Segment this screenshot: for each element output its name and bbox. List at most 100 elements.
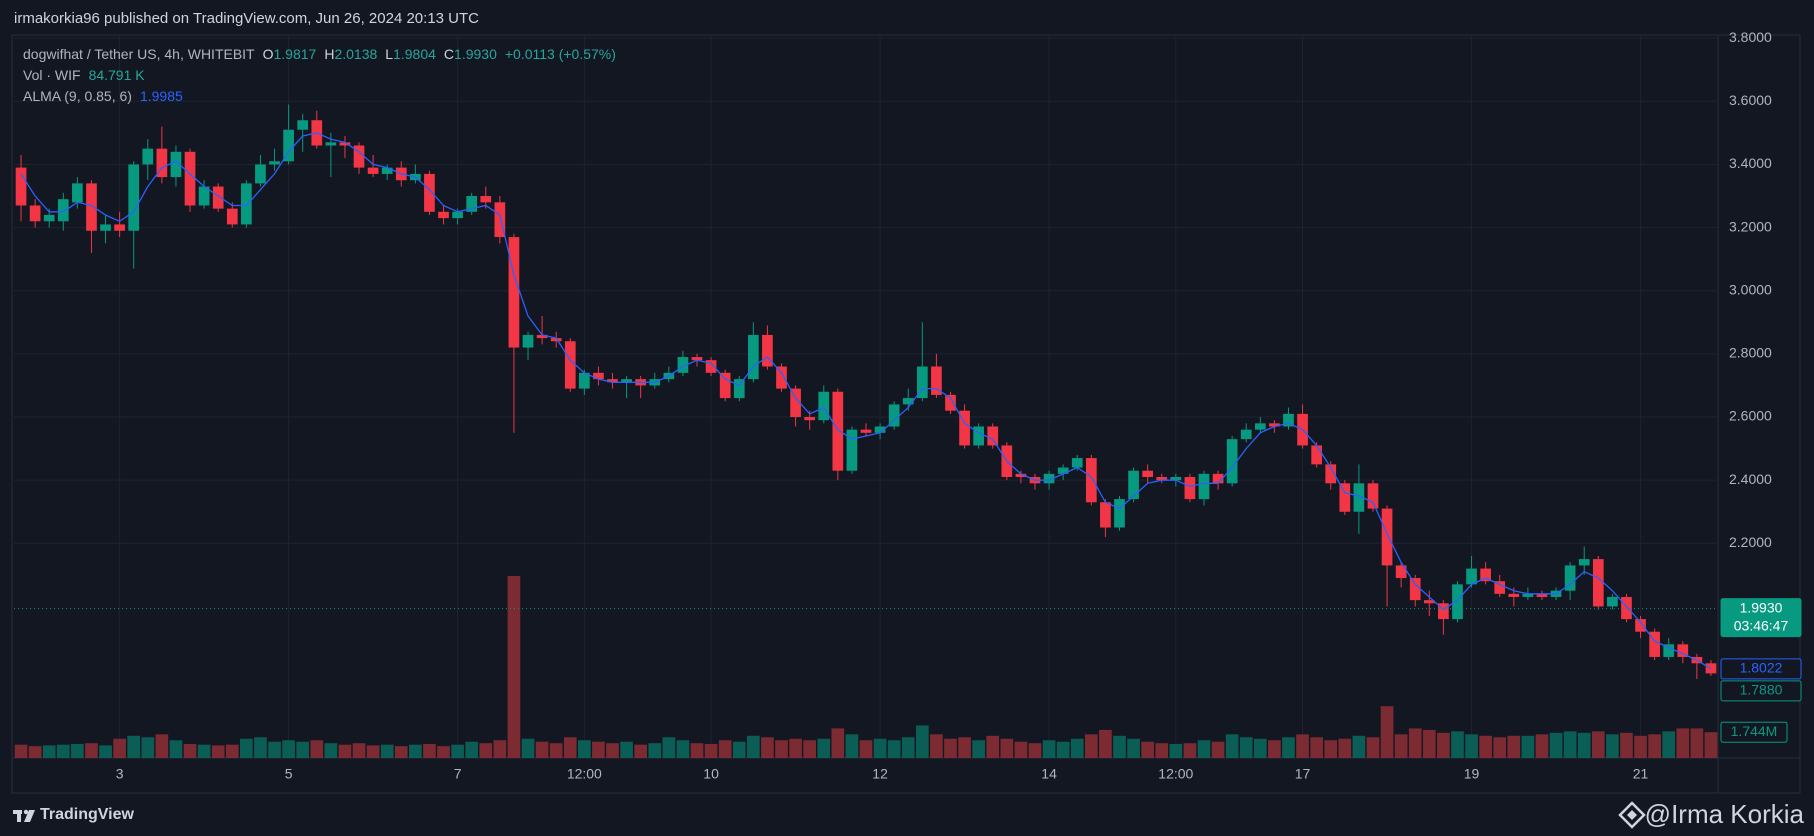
volume-name: Vol · WIF bbox=[23, 67, 81, 83]
volume-label: 1.744M bbox=[1731, 723, 1778, 739]
volume-bar bbox=[1704, 732, 1718, 758]
x-tick-label: 5 bbox=[285, 766, 293, 782]
volume-bar bbox=[1056, 741, 1070, 758]
y-tick-label: 3.4000 bbox=[1729, 155, 1772, 171]
candle-body bbox=[1142, 470, 1154, 478]
candle-body bbox=[381, 167, 393, 174]
candle-body bbox=[945, 394, 956, 411]
candle-body bbox=[1353, 483, 1365, 512]
volume-bar bbox=[225, 744, 239, 758]
volume-bar bbox=[99, 745, 112, 758]
candle-body bbox=[72, 183, 83, 203]
volume-value: 84.791 K bbox=[88, 67, 145, 83]
volume-bar bbox=[1366, 737, 1380, 758]
volume-bar bbox=[268, 741, 281, 758]
y-tick-label: 3.0000 bbox=[1729, 281, 1772, 297]
price-label: 1.9930 bbox=[1740, 599, 1783, 615]
candle-body bbox=[1578, 559, 1590, 566]
volume-bar bbox=[1493, 737, 1507, 758]
candle-body bbox=[114, 224, 125, 231]
volume-bar bbox=[113, 738, 126, 758]
candle-body bbox=[888, 404, 900, 427]
candle-body bbox=[536, 334, 548, 339]
candle-body bbox=[1381, 508, 1393, 566]
volume-bar bbox=[127, 735, 141, 758]
candle-body bbox=[607, 379, 618, 383]
candle-body bbox=[1114, 499, 1125, 528]
y-tick-label: 2.2000 bbox=[1729, 534, 1772, 550]
candle-body bbox=[987, 426, 999, 446]
candle-body bbox=[1254, 423, 1266, 430]
volume-bar bbox=[634, 744, 648, 758]
volume-bar bbox=[1634, 735, 1647, 758]
price-label-box bbox=[1720, 680, 1802, 702]
volume-bar bbox=[240, 738, 253, 758]
candle-body bbox=[705, 360, 717, 373]
volume-bar bbox=[1000, 738, 1014, 758]
volume-bar bbox=[423, 743, 436, 758]
volume-bar bbox=[1014, 741, 1028, 758]
ohlc-key: C bbox=[443, 46, 455, 62]
volume-bar bbox=[676, 740, 690, 758]
volume-bar bbox=[521, 738, 535, 758]
y-tick-label: 3.2000 bbox=[1729, 218, 1772, 234]
volume-bar bbox=[1479, 735, 1492, 758]
candle-body bbox=[804, 417, 816, 421]
candle-body bbox=[1423, 600, 1435, 604]
candle-body bbox=[1452, 584, 1463, 620]
candle-body bbox=[184, 151, 196, 206]
volume-bar bbox=[85, 743, 98, 758]
volume-bar bbox=[1535, 734, 1549, 758]
candle-body bbox=[1170, 477, 1182, 481]
volume-bar bbox=[28, 746, 42, 758]
candle-body bbox=[719, 372, 731, 399]
candle-body bbox=[916, 366, 928, 399]
price-label-box bbox=[1720, 598, 1802, 638]
volume-bar bbox=[56, 744, 70, 758]
candle-body bbox=[1339, 483, 1351, 512]
price-label: 1.8022 bbox=[1740, 660, 1783, 676]
volume-bar bbox=[1437, 732, 1450, 758]
candle-body bbox=[931, 366, 942, 395]
candle-body bbox=[1128, 470, 1139, 500]
volume-bar bbox=[211, 745, 225, 758]
candle-body bbox=[593, 372, 604, 380]
volume-bar bbox=[1155, 743, 1169, 758]
volume-bar bbox=[1591, 731, 1605, 758]
volume-bar bbox=[1113, 735, 1126, 758]
volume-bar bbox=[859, 740, 873, 758]
volume-bar bbox=[141, 737, 155, 758]
candle-body bbox=[1085, 458, 1097, 503]
candle-body bbox=[480, 196, 492, 203]
volume-bar bbox=[986, 735, 1000, 758]
volume-bar bbox=[1028, 743, 1042, 758]
x-tick-label: 21 bbox=[1633, 766, 1649, 782]
volume-bar bbox=[282, 740, 295, 758]
volume-bar bbox=[1183, 743, 1197, 758]
volume-bar bbox=[1169, 743, 1183, 758]
volume-bar bbox=[1676, 728, 1690, 758]
candle-body bbox=[226, 208, 238, 225]
tv-logo bbox=[13, 809, 35, 822]
candle-body bbox=[959, 410, 970, 446]
candle-body bbox=[269, 161, 280, 165]
volume-bar bbox=[1239, 737, 1253, 758]
candle-body bbox=[1043, 473, 1055, 484]
volume-bar bbox=[479, 743, 493, 758]
candle-body bbox=[1325, 464, 1337, 484]
brand: TradingView bbox=[40, 806, 134, 823]
volume-bar bbox=[789, 738, 802, 758]
candle-body bbox=[1494, 581, 1506, 594]
candle-body bbox=[691, 357, 703, 361]
candle-body bbox=[1508, 593, 1520, 597]
x-tick-label: 12 bbox=[872, 766, 888, 782]
candle-body bbox=[1226, 439, 1238, 484]
volume-bar bbox=[887, 740, 901, 758]
volume-bar bbox=[1084, 734, 1098, 758]
candle-body bbox=[466, 196, 478, 212]
candle-body bbox=[1607, 596, 1618, 607]
candle-body bbox=[973, 426, 985, 446]
volume-bar bbox=[915, 725, 929, 758]
volume-bar bbox=[1253, 738, 1267, 758]
volume-bar bbox=[183, 743, 197, 758]
